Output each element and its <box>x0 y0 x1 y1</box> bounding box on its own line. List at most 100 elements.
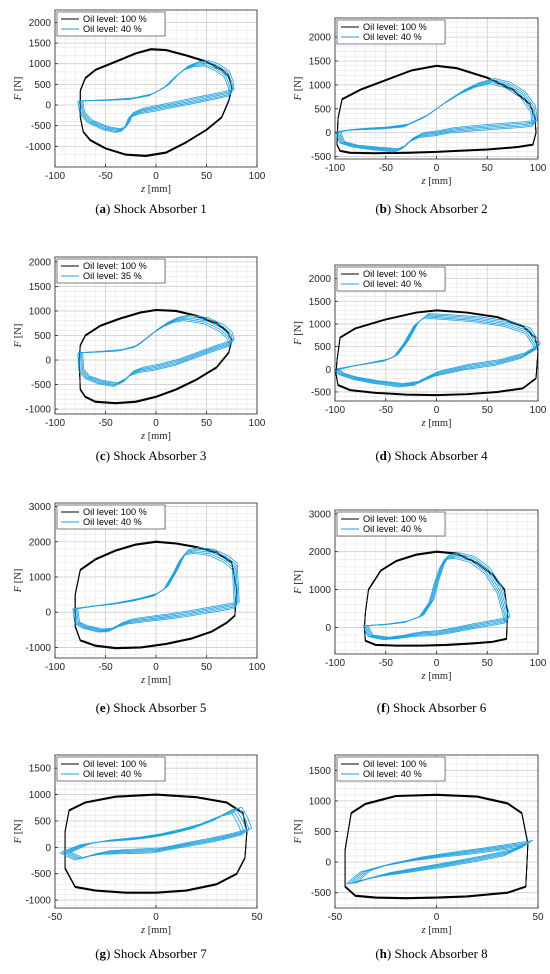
x-tick-label: 100 <box>530 405 547 416</box>
x-tick-label: -50 <box>379 405 394 416</box>
legend-box <box>56 756 166 782</box>
y-tick-label: 1000 <box>29 790 52 801</box>
subfigure-caption: (h) Shock Absorber 8 <box>375 946 487 961</box>
series-line <box>69 806 253 859</box>
x-tick-label: -100 <box>45 662 65 673</box>
y-tick-label: 1000 <box>29 572 52 583</box>
x-tick-label: -50 <box>98 418 113 429</box>
x-axis-label: z [mm] <box>140 431 171 442</box>
series-oil-100 <box>64 793 248 894</box>
series-line <box>363 550 508 646</box>
subfigure-caption: (a) Shock Absorber 1 <box>95 201 207 216</box>
series-oil-100 <box>344 793 529 900</box>
y-tick-label: 0 <box>325 858 331 869</box>
series-line <box>335 309 539 396</box>
subfigure-caption: (f) Shock Absorber 6 <box>377 700 487 715</box>
y-tick-label: 500 <box>314 342 331 353</box>
x-tick-label: -50 <box>379 163 394 174</box>
legend-entry: Oil level: 40 % <box>363 769 422 779</box>
x-axis-label: z [mm] <box>140 925 171 936</box>
series-line <box>64 793 248 893</box>
y-tick-label: 500 <box>314 827 331 838</box>
x-tick-label: 0 <box>434 163 440 174</box>
legend-entry: Oil level: 100 % <box>363 22 427 32</box>
x-tick-label: -50 <box>98 662 113 673</box>
y-tick-label: 500 <box>34 331 51 342</box>
y-tick-label: -500 <box>311 888 331 899</box>
x-tick-label: -100 <box>325 405 345 416</box>
x-tick-label: -50 <box>98 171 113 182</box>
legend-entry: Oil level: 100 % <box>83 507 147 517</box>
series-line <box>82 314 235 383</box>
series-line <box>366 553 510 639</box>
y-tick-label: 1000 <box>29 306 52 317</box>
x-axis-label: z [mm] <box>420 671 451 682</box>
x-tick-label: 0 <box>153 171 159 182</box>
x-axis-label: z [mm] <box>140 184 171 195</box>
series-oil-reduced <box>346 840 534 885</box>
y-axis-label: F [N] <box>13 569 24 594</box>
subfigure-caption: (g) Shock Absorber 7 <box>95 946 207 961</box>
legend: Oil level: 100 %Oil level: 40 % <box>336 511 446 537</box>
series-line <box>82 60 235 130</box>
y-tick-label: -1000 <box>25 405 51 416</box>
y-tick-label: 1500 <box>309 57 332 68</box>
x-tick-label: -50 <box>48 912 63 923</box>
series-line <box>336 64 537 154</box>
series-line <box>64 810 248 860</box>
y-tick-label: 2000 <box>29 18 52 29</box>
x-tick-label: 100 <box>249 418 266 429</box>
x-axis-label: z [mm] <box>420 176 451 187</box>
x-tick-label: 0 <box>434 658 440 669</box>
series-oil-100 <box>336 64 537 155</box>
x-axis-label: z [mm] <box>140 675 171 686</box>
x-tick-label: 50 <box>201 662 213 673</box>
series-line <box>367 552 511 638</box>
x-tick-label: 50 <box>251 912 263 923</box>
legend: Oil level: 100 %Oil level: 35 % <box>56 258 166 284</box>
series-oil-reduced <box>362 552 511 641</box>
y-tick-label: 1500 <box>309 297 332 308</box>
legend-box <box>56 504 166 530</box>
x-tick-label: -50 <box>328 912 343 923</box>
legend: Oil level: 100 %Oil level: 40 % <box>336 756 446 782</box>
y-tick-label: -1000 <box>25 896 51 907</box>
legend-box <box>336 511 446 537</box>
y-tick-label: 1500 <box>309 766 332 777</box>
y-tick-label: 2000 <box>29 257 52 268</box>
y-axis-label: F [N] <box>293 77 304 102</box>
legend-box <box>336 266 446 292</box>
series-line <box>362 557 506 641</box>
x-axis-label: z [mm] <box>420 418 451 429</box>
legend: Oil level: 100 %Oil level: 40 % <box>56 756 166 782</box>
x-tick-label: 0 <box>434 912 440 923</box>
x-tick-label: -100 <box>45 171 65 182</box>
legend: Oil level: 100 %Oil level: 40 % <box>56 11 166 37</box>
subplot-e: -100 -50 0 50 100 -1000 0 1000 2000 3000 z [mm] F [… <box>13 502 266 715</box>
legend: Oil level: 100 %Oil level: 40 % <box>336 266 446 292</box>
y-tick-label: 1500 <box>29 39 52 50</box>
y-tick-label: 3000 <box>309 509 332 520</box>
y-tick-label: 0 <box>325 365 331 376</box>
legend-entry: Oil level: 100 % <box>83 14 147 24</box>
y-axis-label: F [N] <box>13 77 24 102</box>
y-tick-label: 500 <box>314 104 331 115</box>
x-tick-label: 0 <box>434 405 440 416</box>
legend-box <box>336 19 446 45</box>
x-tick-label: 100 <box>530 658 547 669</box>
y-tick-label: 1000 <box>309 585 332 596</box>
x-tick-label: 100 <box>530 163 547 174</box>
y-tick-label: -500 <box>31 121 51 132</box>
legend-entry: Oil level: 100 % <box>83 261 147 271</box>
y-tick-label: 2000 <box>309 274 332 285</box>
y-tick-label: 0 <box>325 623 331 634</box>
y-tick-label: 1000 <box>309 796 332 807</box>
legend-entry: Oil level: 40 % <box>363 279 422 289</box>
y-axis-label: F [N] <box>13 820 24 845</box>
x-tick-label: 0 <box>153 418 159 429</box>
legend-entry: Oil level: 40 % <box>363 524 422 534</box>
